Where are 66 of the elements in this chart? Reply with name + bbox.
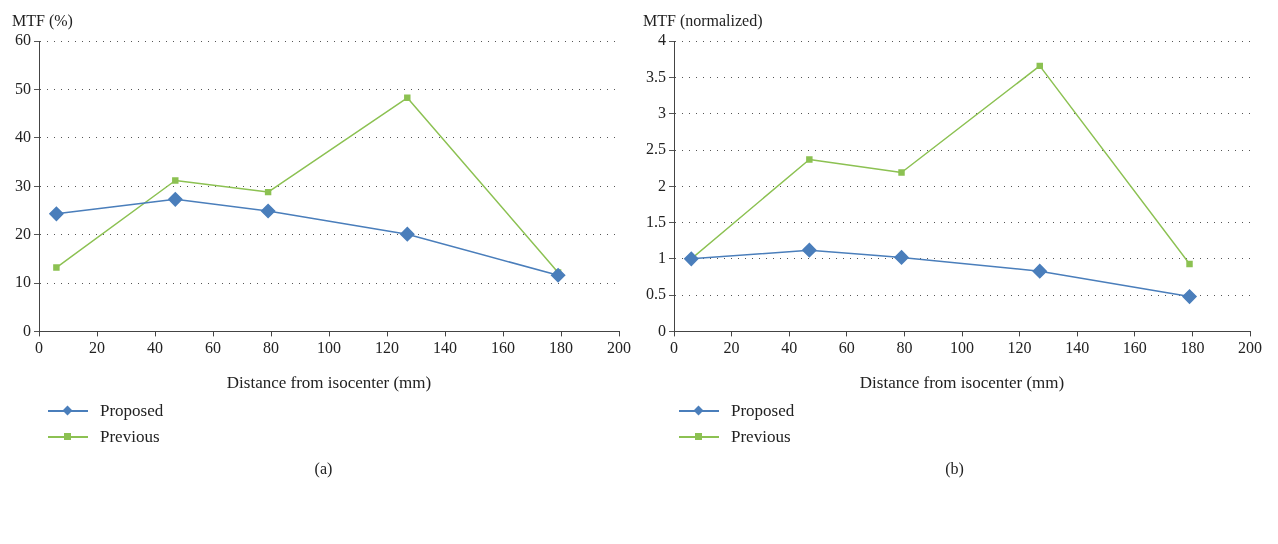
y-tick-label: 40 [15, 128, 31, 146]
point [168, 192, 183, 207]
point [806, 156, 813, 163]
legend-label: Proposed [731, 401, 795, 421]
y-tick-label: 0 [23, 321, 31, 339]
y-axis-title: MTF (normalized) [643, 11, 763, 30]
x-tick-label: 180 [549, 339, 573, 357]
x-tick-label: 100 [317, 339, 341, 357]
point [400, 226, 415, 242]
x-tick-label: 0 [670, 339, 678, 357]
legend-label: Previous [100, 427, 160, 447]
x-axis-title: Distance from isocenter (mm) [859, 373, 1065, 393]
y-tick-label: 10 [15, 273, 31, 291]
point [684, 251, 699, 267]
text: (b) [944, 460, 965, 478]
y-tick-label: 3 [658, 103, 666, 121]
x-tick-label: 180 [1180, 339, 1205, 357]
x-tick-label: 60 [205, 339, 221, 357]
x-tick-label: 80 [896, 339, 913, 357]
y-axis-title: MTF (%) [12, 11, 73, 30]
y-tick-label: 30 [15, 176, 31, 194]
point [894, 250, 909, 265]
legend-label: Previous [731, 427, 791, 447]
x-tick-label: 120 [1007, 339, 1032, 357]
x-tick-label: 20 [723, 339, 740, 357]
point [53, 264, 60, 271]
x-tick-label: 40 [147, 339, 163, 357]
x-tick-label: 100 [950, 339, 974, 357]
x-tick-label: 120 [375, 339, 399, 357]
x-tick-label: 140 [433, 339, 457, 357]
y-tick-label: 2.5 [646, 140, 666, 158]
x-tick-label: 140 [1065, 339, 1090, 357]
point [264, 188, 272, 196]
x-tick-label: 60 [838, 339, 855, 357]
y-tick-label: 0 [658, 321, 666, 339]
point [404, 94, 411, 102]
x-tick-label: 20 [89, 339, 105, 357]
point [260, 203, 276, 219]
x-tick-label: 160 [1122, 339, 1147, 357]
x-axis-title: Distance from isocenter (mm) [226, 373, 432, 393]
y-tick-label: 2 [658, 176, 666, 194]
y-tick-label: 60 [15, 31, 31, 49]
y-tick-label: 3.5 [646, 67, 666, 85]
text: (a) [313, 460, 334, 478]
point [1036, 62, 1043, 70]
x-tick-label: 200 [1238, 339, 1262, 357]
point [802, 242, 817, 258]
legend-label: Proposed [100, 401, 164, 421]
x-tick-label: 200 [607, 339, 631, 357]
y-tick-label: 1.5 [646, 212, 666, 230]
point [49, 206, 64, 222]
y-tick-label: 0.5 [646, 285, 666, 303]
point [1186, 260, 1193, 268]
x-tick-label: 40 [781, 339, 798, 357]
y-tick-label: 20 [15, 224, 31, 242]
point [1032, 263, 1048, 279]
point [1182, 289, 1197, 304]
x-tick-label: 80 [263, 339, 279, 357]
y-tick-label: 50 [15, 79, 31, 97]
point [172, 177, 179, 184]
x-tick-label: 160 [491, 339, 515, 357]
point [898, 169, 905, 176]
point [550, 268, 566, 283]
y-tick-label: 1 [658, 249, 666, 267]
x-tick-label: 0 [35, 339, 43, 357]
y-tick-label: 4 [658, 31, 666, 49]
